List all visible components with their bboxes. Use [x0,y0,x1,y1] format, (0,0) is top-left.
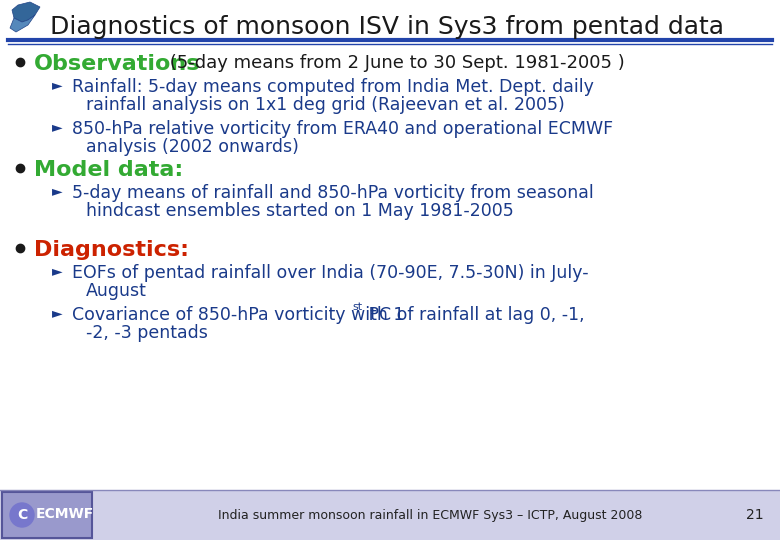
Text: ECMWF: ECMWF [36,507,94,521]
Text: C: C [17,508,27,522]
Text: India summer monsoon rainfall in ECMWF Sys3 – ICTP, August 2008: India summer monsoon rainfall in ECMWF S… [218,509,642,522]
Polygon shape [10,15,35,32]
Circle shape [10,503,34,527]
Text: ►: ► [52,184,62,198]
Text: Covariance of 850-hPa vorticity with 1: Covariance of 850-hPa vorticity with 1 [72,306,404,324]
Text: rainfall analysis on 1x1 deg grid (Rajeevan et al. 2005): rainfall analysis on 1x1 deg grid (Rajee… [86,96,565,114]
Text: Diagnostics of monsoon ISV in Sys3 from pentad data: Diagnostics of monsoon ISV in Sys3 from … [50,15,724,39]
Text: -2, -3 pentads: -2, -3 pentads [86,324,208,342]
Text: 21: 21 [746,508,764,522]
Text: Diagnostics:: Diagnostics: [34,240,189,260]
Text: ►: ► [52,78,62,92]
Text: hindcast ensembles started on 1 May 1981-2005: hindcast ensembles started on 1 May 1981… [86,202,514,220]
Text: st: st [353,302,363,312]
Text: Rainfall: 5-day means computed from India Met. Dept. daily: Rainfall: 5-day means computed from Indi… [72,78,594,96]
Text: (5-day means from 2 June to 30 Sept. 1981-2005 ): (5-day means from 2 June to 30 Sept. 198… [164,54,625,72]
Text: analysis (2002 onwards): analysis (2002 onwards) [86,138,299,156]
Text: August: August [86,282,147,300]
Text: 850-hPa relative vorticity from ERA40 and operational ECMWF: 850-hPa relative vorticity from ERA40 an… [72,120,613,138]
Polygon shape [12,2,40,22]
Text: EOFs of pentad rainfall over India (70-90E, 7.5-30N) in July-: EOFs of pentad rainfall over India (70-9… [72,264,589,282]
Bar [0,490,780,540]
Text: ►: ► [52,264,62,278]
Text: ►: ► [52,306,62,320]
Text: Model data:: Model data: [34,160,183,180]
Text: 5-day means of rainfall and 850-hPa vorticity from seasonal: 5-day means of rainfall and 850-hPa vort… [72,184,594,202]
Text: ►: ► [52,120,62,134]
Text: PC of rainfall at lag 0, -1,: PC of rainfall at lag 0, -1, [363,306,584,324]
Bar [2,492,92,538]
Text: Observations: Observations [34,54,200,74]
